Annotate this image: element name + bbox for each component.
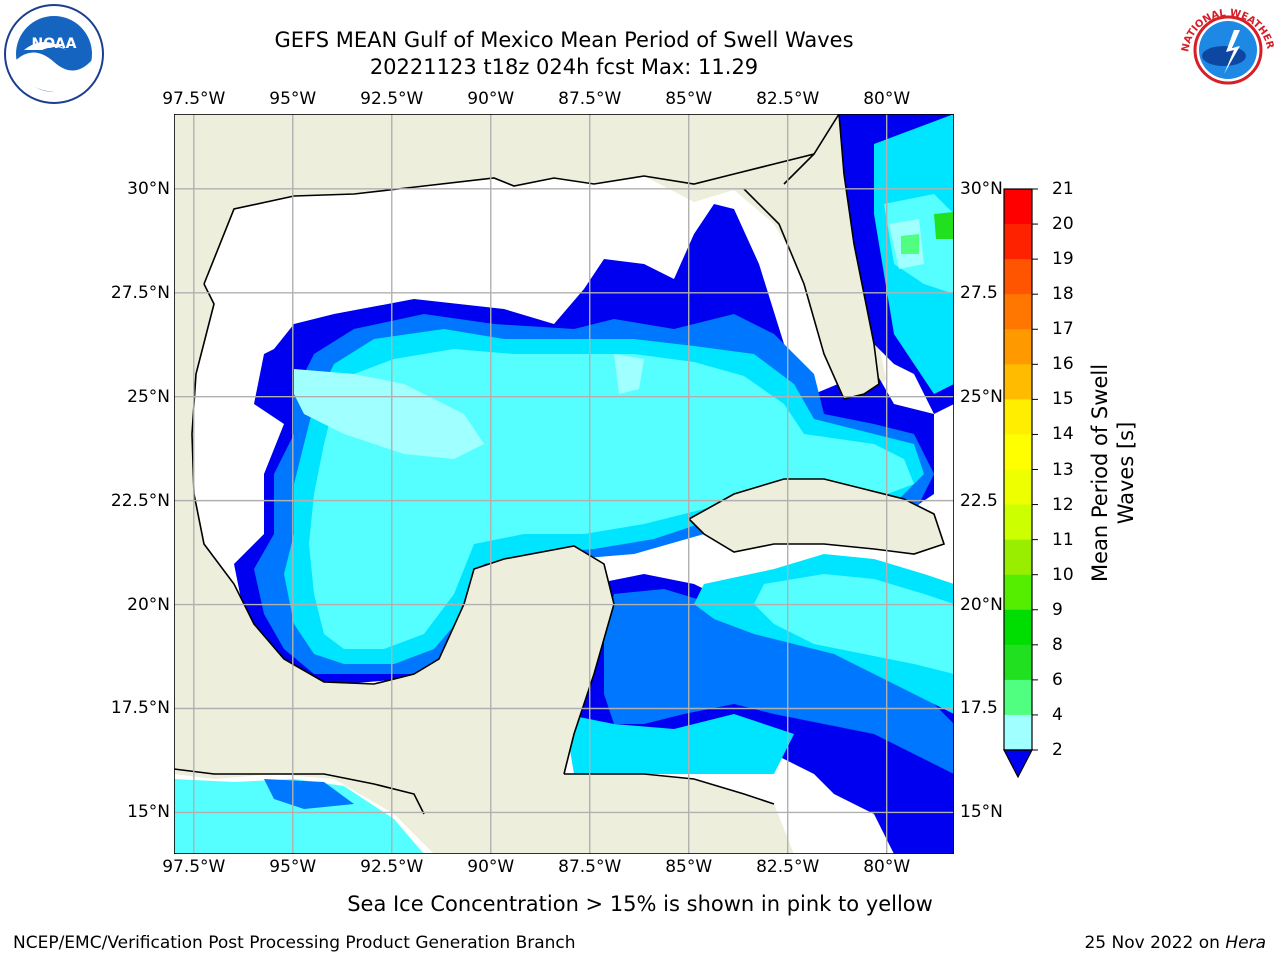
lat-tick-right: 27.5 xyxy=(960,282,998,303)
colorbar-tick: 6 xyxy=(1052,669,1063,690)
colorbar-tick: 14 xyxy=(1052,424,1074,445)
lon-tick-bottom: 85°W xyxy=(665,857,713,877)
colorbar-tick: 4 xyxy=(1052,704,1063,725)
colorbar-tick: 2 xyxy=(1052,740,1063,760)
lon-tick-top: 85°W xyxy=(665,89,713,109)
colorbar-tick: 18 xyxy=(1052,284,1074,305)
colorbar-tick: 19 xyxy=(1052,249,1074,270)
colorbar-segment xyxy=(1004,469,1032,506)
lat-tick-left: 20°N xyxy=(127,594,170,615)
host-name: Hera xyxy=(1225,933,1266,953)
chart-subtitle: 20221123 t18z 024h fcst Max: 11.29 xyxy=(369,55,759,79)
colorbar-segment xyxy=(1004,224,1032,260)
land-florida xyxy=(714,114,879,399)
date-stamp: 25 Nov 2022 on Hera xyxy=(1084,933,1266,953)
colorbar-segment xyxy=(1004,539,1032,576)
colorbar-segment xyxy=(1004,434,1032,470)
lon-tick-top: 95°W xyxy=(269,89,317,109)
lon-tick-top: 87.5°W xyxy=(558,89,622,109)
lat-tick-right: 25°N xyxy=(960,386,1003,407)
nws-logo: NATIONAL WEATHER SERVICE xyxy=(1178,0,1276,98)
colorbar-tick: 21 xyxy=(1052,179,1074,199)
colorbar-segment xyxy=(1004,329,1032,365)
lon-tick-bottom: 95°W xyxy=(269,857,317,877)
noaa-logo: NOAA xyxy=(4,4,104,104)
colorbar-title: Mean Period of Swell Waves [s] xyxy=(1088,363,1138,583)
carib-band-6b xyxy=(564,714,794,774)
colorbar-tick: 20 xyxy=(1052,214,1074,235)
lat-tick-left: 25°N xyxy=(127,386,170,407)
lon-tick-bottom: 82.5°W xyxy=(756,857,820,877)
colorbar-segment xyxy=(1004,399,1032,435)
atlantic-band-11 xyxy=(934,212,954,239)
lat-tick-left: 17.5°N xyxy=(110,698,170,719)
lat-tick-left: 15°N xyxy=(127,802,170,823)
swell-band-9 xyxy=(294,369,484,459)
colorbar-tick: 11 xyxy=(1052,529,1074,550)
map-panel xyxy=(174,114,954,854)
land-central-america xyxy=(404,774,794,854)
colorbar-segment xyxy=(1004,294,1032,330)
lon-tick-top: 80°W xyxy=(863,89,911,109)
lon-tick-top: 90°W xyxy=(467,89,515,109)
colorbar-segment xyxy=(1004,504,1032,541)
lat-tick-right: 20°N xyxy=(960,594,1003,615)
svg-text:NOAA: NOAA xyxy=(32,36,77,52)
chart-title: GEFS MEAN Gulf of Mexico Mean Period of … xyxy=(274,28,854,52)
lon-tick-bottom: 87.5°W xyxy=(558,857,622,877)
lon-tick-bottom: 80°W xyxy=(863,857,911,877)
credit-line: NCEP/EMC/Verification Post Processing Pr… xyxy=(13,933,576,953)
atlantic-band-10 xyxy=(901,234,919,254)
lat-tick-right: 30°N xyxy=(960,178,1003,199)
colorbar-segment xyxy=(1004,644,1032,681)
colorbar-segment xyxy=(1004,679,1032,716)
lat-tick-right: 15°N xyxy=(960,802,1003,823)
colorbar-segment xyxy=(1004,609,1032,646)
lat-tick-left: 30°N xyxy=(127,178,170,199)
colorbar-segment xyxy=(1004,714,1032,751)
pacific-band-4 xyxy=(264,779,354,809)
colorbar-tick: 17 xyxy=(1052,319,1074,340)
colorbar-segment xyxy=(1004,574,1032,611)
map-grid xyxy=(174,114,954,854)
sea-ice-note: Sea Ice Concentration > 15% is shown in … xyxy=(347,892,933,916)
lat-tick-right: 17.5 xyxy=(960,698,998,719)
carib-band-8 xyxy=(754,574,954,674)
land-mexico-west xyxy=(174,284,614,794)
colorbar-tick: 15 xyxy=(1052,389,1074,410)
lat-tick-left: 27.5°N xyxy=(110,282,170,303)
coastlines xyxy=(174,114,946,815)
lat-tick-left: 22.5°N xyxy=(110,490,170,511)
colorbar xyxy=(1003,188,1038,779)
colorbar-segment xyxy=(1004,189,1032,225)
lon-tick-bottom: 97.5°W xyxy=(162,857,226,877)
colorbar-tick: 8 xyxy=(1052,634,1063,655)
lon-tick-top: 82.5°W xyxy=(756,89,820,109)
colorbar-segment xyxy=(1004,364,1032,400)
colorbar-tick: 16 xyxy=(1052,354,1074,375)
colorbar-extend-arrow xyxy=(1003,749,1033,779)
colorbar-tick: 13 xyxy=(1052,459,1074,480)
lon-tick-bottom: 92.5°W xyxy=(360,857,424,877)
swell-band-9b xyxy=(614,354,644,394)
land-us-north xyxy=(174,114,834,294)
colorbar-tick: 9 xyxy=(1052,599,1063,620)
lon-tick-top: 97.5°W xyxy=(162,89,226,109)
lon-tick-bottom: 90°W xyxy=(467,857,515,877)
colorbar-tick: 10 xyxy=(1052,564,1074,585)
pacific-band-6 xyxy=(174,779,424,854)
land-cuba xyxy=(689,479,944,554)
colorbar-segment xyxy=(1004,259,1032,295)
colorbar-tick: 12 xyxy=(1052,494,1074,515)
lon-tick-top: 92.5°W xyxy=(360,89,424,109)
lat-tick-right: 22.5 xyxy=(960,490,998,511)
